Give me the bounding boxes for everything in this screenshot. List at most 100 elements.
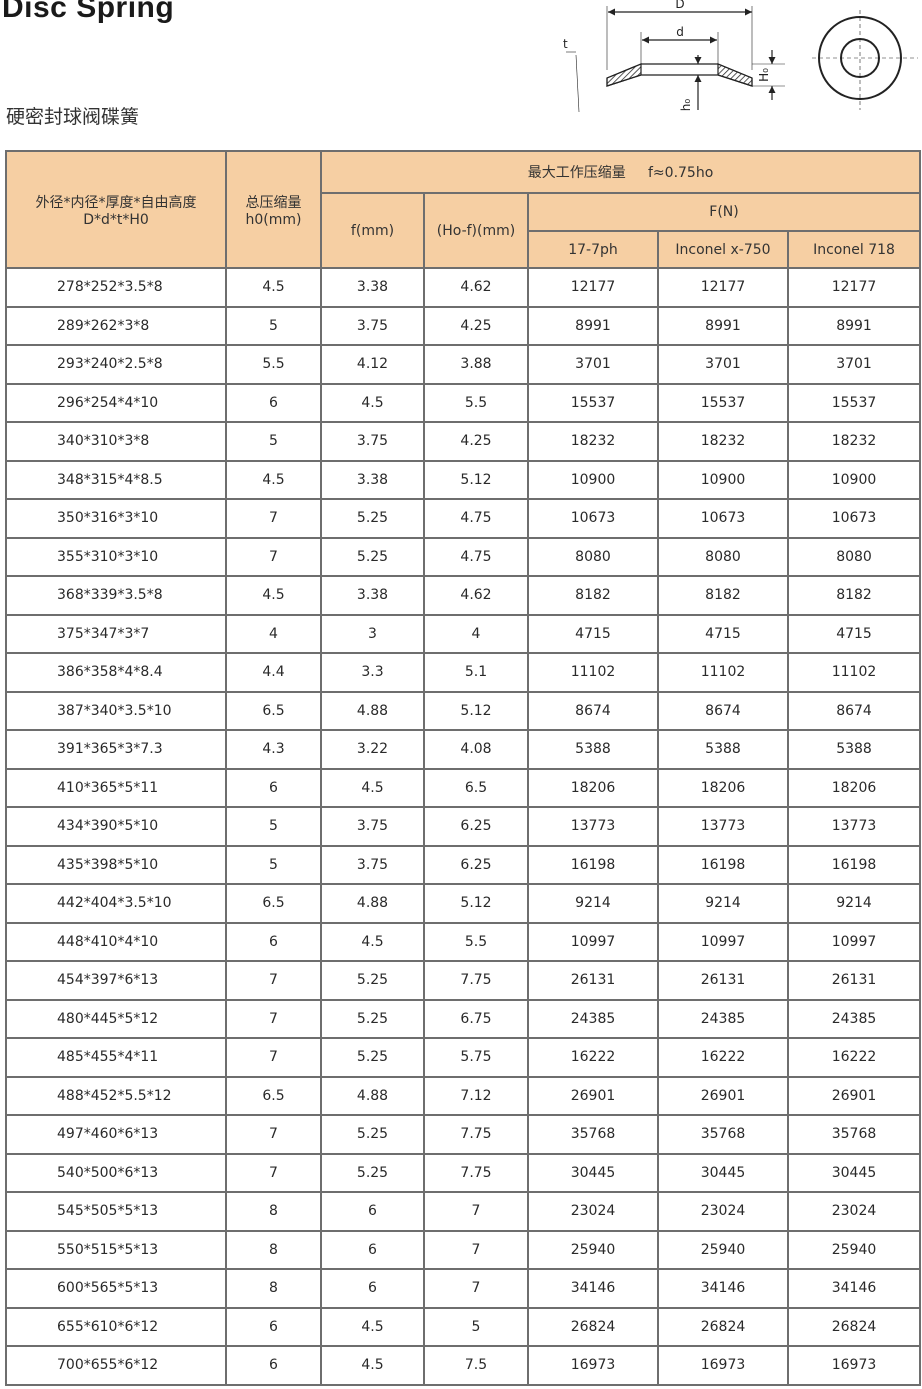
- header-size: 外径*内径*厚度*自由高度 D*d*t*H0: [5, 150, 227, 269]
- cell-size: 410*365*5*11: [5, 767, 227, 808]
- cell-17-7ph: 4715: [527, 613, 659, 654]
- table-row: 368*339*3.5*8 4.5 3.38 4.62 8182 8182 8182: [5, 575, 922, 616]
- cell-size: 700*655*6*12: [5, 1345, 227, 1386]
- cell-inconel-x750: 18206: [657, 767, 789, 808]
- header-inconel-718: Inconel 718: [786, 230, 922, 269]
- cell-inconel-718: 5388: [786, 729, 922, 770]
- cell-17-7ph: 15537: [527, 382, 659, 423]
- cell-h0: 6.5: [225, 1075, 322, 1116]
- cell-size: 454*397*6*13: [5, 960, 227, 1001]
- cell-inconel-x750: 25940: [657, 1229, 789, 1270]
- cell-size: 545*505*5*13: [5, 1191, 227, 1232]
- cell-ho-f: 5.12: [423, 883, 529, 924]
- cell-ho-f: 6.75: [423, 998, 529, 1039]
- cell-17-7ph: 30445: [527, 1152, 659, 1193]
- cell-size: 296*254*4*10: [5, 382, 227, 423]
- cell-size: 355*310*3*10: [5, 536, 227, 577]
- cell-f: 3.22: [320, 729, 425, 770]
- cell-size: 497*460*6*13: [5, 1114, 227, 1155]
- table-row: 375*347*3*7 4 3 4 4715 4715 4715: [5, 613, 922, 654]
- cell-f: 5.25: [320, 536, 425, 577]
- cell-inconel-x750: 10900: [657, 459, 789, 500]
- cell-f: 5.25: [320, 998, 425, 1039]
- cell-17-7ph: 3701: [527, 344, 659, 385]
- cell-inconel-718: 23024: [786, 1191, 922, 1232]
- table-row: 355*310*3*10 7 5.25 4.75 8080 8080 8080: [5, 536, 922, 577]
- cell-f: 4.88: [320, 1075, 425, 1116]
- cell-17-7ph: 11102: [527, 652, 659, 693]
- cell-17-7ph: 10997: [527, 921, 659, 962]
- table-row: 296*254*4*10 6 4.5 5.5 15537 15537 15537: [5, 382, 922, 423]
- cell-17-7ph: 18232: [527, 421, 659, 462]
- cell-h0: 8: [225, 1229, 322, 1270]
- cell-h0: 4.4: [225, 652, 322, 693]
- cell-f: 3.75: [320, 305, 425, 346]
- cell-size: 434*390*5*10: [5, 806, 227, 847]
- table-row: 278*252*3.5*8 4.5 3.38 4.62 12177 12177 12177: [5, 267, 922, 308]
- cell-17-7ph: 12177: [527, 267, 659, 308]
- cell-h0: 7: [225, 1114, 322, 1155]
- cell-size: 442*404*3.5*10: [5, 883, 227, 924]
- cell-inconel-x750: 11102: [657, 652, 789, 693]
- cell-ho-f: 6.25: [423, 844, 529, 885]
- cell-h0: 6: [225, 767, 322, 808]
- cell-inconel-x750: 8991: [657, 305, 789, 346]
- table-row: 410*365*5*11 6 4.5 6.5 18206 18206 18206: [5, 767, 922, 808]
- header-17-7ph: 17-7ph: [527, 230, 659, 269]
- cell-f: 4.88: [320, 883, 425, 924]
- cell-17-7ph: 13773: [527, 806, 659, 847]
- cell-ho-f: 5.12: [423, 690, 529, 731]
- cell-h0: 7: [225, 536, 322, 577]
- cell-inconel-x750: 8674: [657, 690, 789, 731]
- header-h0: 总压缩量 h0(mm): [225, 150, 322, 269]
- cell-h0: 5: [225, 305, 322, 346]
- cell-h0: 4: [225, 613, 322, 654]
- cell-h0: 5: [225, 806, 322, 847]
- label-t: t: [563, 37, 568, 51]
- label-D: D: [675, 0, 684, 11]
- cell-size: 278*252*3.5*8: [5, 267, 227, 308]
- cell-inconel-718: 10997: [786, 921, 922, 962]
- cell-h0: 4.5: [225, 267, 322, 308]
- cell-size: 655*610*6*12: [5, 1306, 227, 1347]
- cell-17-7ph: 8991: [527, 305, 659, 346]
- cell-h0: 4.5: [225, 459, 322, 500]
- cell-size: 391*365*3*7.3: [5, 729, 227, 770]
- cell-ho-f: 4.62: [423, 575, 529, 616]
- cell-ho-f: 7: [423, 1191, 529, 1232]
- cell-inconel-x750: 35768: [657, 1114, 789, 1155]
- table-row: 488*452*5.5*12 6.5 4.88 7.12 26901 26901 26901: [5, 1075, 922, 1116]
- cell-f: 3.38: [320, 575, 425, 616]
- cell-inconel-718: 18206: [786, 767, 922, 808]
- cell-ho-f: 5.5: [423, 382, 529, 423]
- label-d: d: [676, 25, 684, 39]
- cell-h0: 7: [225, 998, 322, 1039]
- cell-f: 6: [320, 1191, 425, 1232]
- cell-inconel-x750: 9214: [657, 883, 789, 924]
- cell-inconel-718: 11102: [786, 652, 922, 693]
- cell-17-7ph: 26131: [527, 960, 659, 1001]
- cell-inconel-x750: 10673: [657, 498, 789, 539]
- cell-ho-f: 4: [423, 613, 529, 654]
- cell-ho-f: 4.75: [423, 536, 529, 577]
- cell-ho-f: 7.5: [423, 1345, 529, 1386]
- cell-f: 4.88: [320, 690, 425, 731]
- cell-inconel-718: 8080: [786, 536, 922, 577]
- table-row: 340*310*3*8 5 3.75 4.25 18232 18232 18232: [5, 421, 922, 462]
- cell-17-7ph: 8674: [527, 690, 659, 731]
- cell-h0: 7: [225, 498, 322, 539]
- cell-h0: 4.3: [225, 729, 322, 770]
- cell-size: 448*410*4*10: [5, 921, 227, 962]
- cell-ho-f: 4.62: [423, 267, 529, 308]
- cell-inconel-x750: 16198: [657, 844, 789, 885]
- table-row: 435*398*5*10 5 3.75 6.25 16198 16198 16198: [5, 844, 922, 885]
- cell-ho-f: 5.75: [423, 1037, 529, 1078]
- cell-inconel-x750: 3701: [657, 344, 789, 385]
- cell-f: 3.75: [320, 421, 425, 462]
- cell-17-7ph: 23024: [527, 1191, 659, 1232]
- cell-inconel-718: 16222: [786, 1037, 922, 1078]
- cell-size: 600*565*5*13: [5, 1268, 227, 1309]
- table-row: 545*505*5*13 8 6 7 23024 23024 23024: [5, 1191, 922, 1232]
- table-row: 350*316*3*10 7 5.25 4.75 10673 10673 10673: [5, 498, 922, 539]
- cell-size: 386*358*4*8.4: [5, 652, 227, 693]
